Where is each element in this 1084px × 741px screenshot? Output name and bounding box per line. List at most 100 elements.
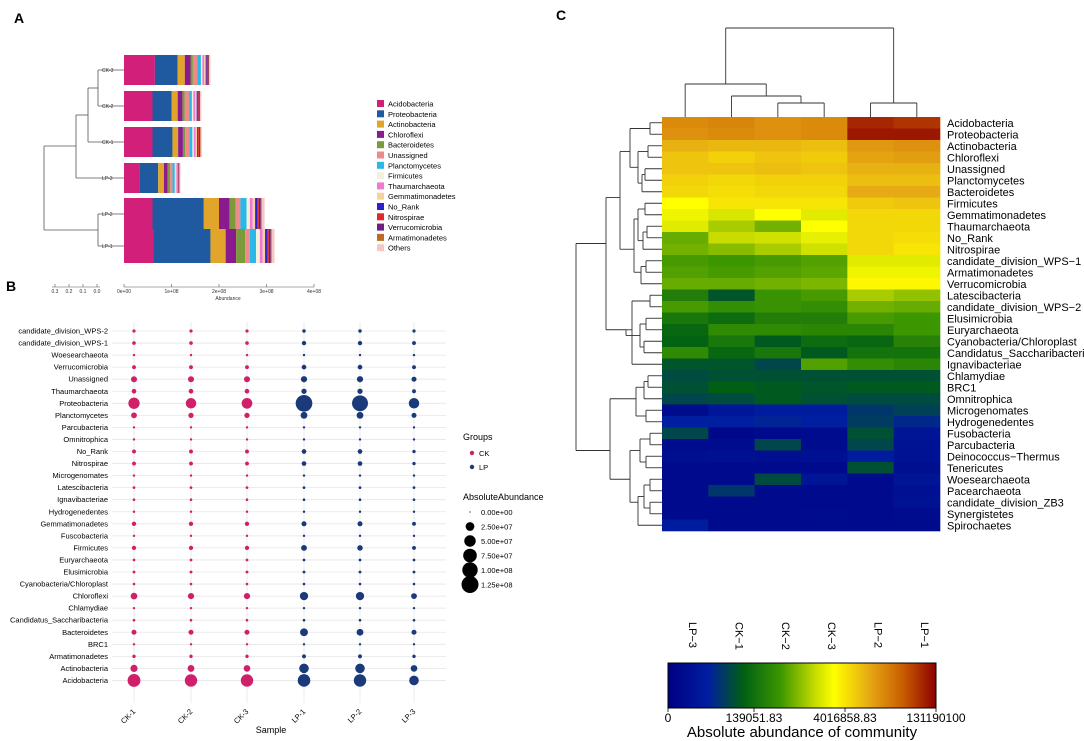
point-lp-2-armatimonadetes	[358, 654, 362, 659]
row-label-candidate-division-zb3: candidate_division_ZB3	[947, 497, 1064, 509]
point-ck-3-fuscobacteria	[245, 534, 249, 538]
bar-segment-CK-2-armatimonadetes	[199, 91, 201, 121]
heatmap-cell-lp-1-hydrogenedentes	[893, 416, 941, 428]
bar-segment-CK-1-firmicutes	[192, 127, 194, 157]
point-ck-2-no-rank	[189, 449, 193, 454]
heatmap-cell-ck-1-latescibacteria	[708, 289, 755, 302]
heatmap-cell-lp-3-ignavibacteriae	[662, 358, 709, 371]
point-ck-2-brc1	[189, 643, 193, 646]
groups-legend-title: Groups	[463, 432, 493, 442]
point-lp-2-proteobacteria	[352, 395, 368, 412]
bar-segment-LP-2-firmicutes	[246, 198, 250, 230]
heatmap-cell-ck-3-no-rank	[801, 232, 848, 244]
point-ck-1-woesearchaeota	[132, 353, 136, 357]
bar-segment-CK-1-bacteroidetes	[182, 127, 186, 157]
heatmap-cell-lp-1-woesearchaeota	[893, 473, 941, 486]
legend-label-planctomycetes: Planctomycetes	[388, 161, 441, 170]
point-lp-2-chlamydiae	[358, 606, 362, 610]
point-lp-3-candidate-division-wps-2	[412, 329, 416, 333]
point-lp-2-candidate-division-wps-2	[358, 329, 362, 333]
legend-swatch-bacteroidetes	[377, 141, 384, 149]
point-ck-3-actinobacteria	[243, 665, 251, 672]
size-legend-label: 2.50e+07	[481, 523, 513, 532]
sample-label-ck-2: CK-2	[102, 104, 114, 110]
point-lp-1-chloroflexi	[299, 591, 309, 601]
point-ck-1-chloroflexi	[130, 592, 138, 600]
bar-segment-CK-3-unassigned	[192, 55, 198, 85]
heatmap-cell-lp-1-gemmatimonadetes	[893, 209, 941, 221]
point-ck-1-hydrogenedentes	[132, 510, 136, 513]
heatmap-cell-lp-2-verrucomicrobia	[847, 278, 894, 290]
bar-segment-CK-1-gemmatimonadetes	[195, 127, 198, 157]
y-label-elusimicrobia: Elusimicrobia	[63, 568, 108, 577]
heatmap-cell-lp-3-unassigned	[662, 163, 709, 175]
legend-swatch-verrucomicrobia	[377, 223, 384, 231]
point-ck-1-candidate-division-wps-1	[132, 341, 136, 345]
heatmap-cell-ck-2-armatimonadetes	[754, 266, 802, 279]
heatmap-cell-lp-2-planctomycetes	[847, 174, 894, 187]
y-label-thaumarchaeota: Thaumarchaeota	[51, 387, 109, 396]
point-lp-3-bacteroidetes	[411, 629, 417, 635]
panel-b-x-labels: CK-1 CK-2 CK-3 LP-1 LP-2 LP-3	[119, 707, 417, 725]
point-ck-1-gemmatimonadetes	[131, 521, 137, 526]
heatmap-cell-lp-2-chloroflexi	[847, 151, 894, 164]
heatmap-cell-lp-3-candidate-division-zb3	[662, 496, 709, 509]
size-legend-label: 1.25e+08	[481, 581, 513, 590]
bar-segment-CK-1-no-rank	[197, 127, 199, 157]
heatmap-cell-ck-1-omnitrophica	[708, 393, 755, 405]
point-lp-2-fuscobacteria	[358, 534, 362, 538]
bar-segment-CK-3-firmicutes	[200, 55, 203, 85]
point-ck-3-chlamydiae	[245, 606, 249, 610]
point-lp-3-woesearchaeota	[412, 353, 416, 357]
heatmap-cell-lp-2-no-rank	[847, 232, 894, 244]
point-ck-3-elusimicrobia	[245, 570, 249, 574]
heatmap-cell-ck-3-fusobacteria	[801, 427, 848, 440]
heatmap-cell-ck-1-bacteroidetes	[708, 186, 755, 198]
legend-label-acidobacteria: Acidobacteria	[388, 100, 434, 109]
point-lp-3-ignavibacteriae	[412, 498, 416, 502]
row-label-deinococcus-thermus: Deinococcus−Thermus	[947, 451, 1060, 463]
point-ck-3-no-rank	[245, 449, 249, 454]
point-ck-3-proteobacteria	[241, 397, 253, 409]
legend-swatch-no-rank	[377, 203, 384, 210]
heatmap-cell-lp-1-thaumarchaeota	[893, 220, 941, 233]
point-lp-3-no-rank	[412, 449, 416, 454]
x-label-lp-2: LP-2	[346, 707, 364, 725]
point-ck-3-microgenomates	[245, 474, 249, 477]
bar-segment-CK-1-chloroflexi	[178, 127, 183, 157]
panel-a-x-axis: 0.3 0.2 0.1 0.0 0e+00 1e+08 2e+08 3e+08 4e+08	[52, 284, 321, 295]
bar-segment-LP-3-others	[179, 163, 181, 193]
heatmap-cell-lp-1-armatimonadetes	[893, 266, 941, 279]
heatmap-cell-ck-2-planctomycetes	[754, 174, 802, 187]
point-ck-3-planctomycetes	[244, 412, 250, 418]
point-lp-2-cyanobacteria-chloroplast	[358, 582, 362, 586]
bar-segment-CK-3-verrucomicrobia	[207, 55, 209, 85]
heatmap-cell-ck-2-brc1	[754, 381, 802, 394]
heatmap-cell-lp-2-candidatus-saccharibacteria	[847, 347, 894, 359]
heatmap-cell-ck-2-actinobacteria	[754, 140, 802, 152]
bar-segment-CK-2-others	[200, 91, 202, 121]
point-ck-3-brc1	[245, 643, 249, 646]
point-lp-3-acidobacteria	[409, 675, 419, 686]
point-ck-2-nitrospirae	[189, 461, 193, 466]
heatmap-cell-ck-2-chloroflexi	[754, 151, 802, 164]
heatmap-cell-lp-3-candidatus-saccharibacteria	[662, 347, 709, 359]
heatmap-cell-ck-2-synergistetes	[754, 508, 802, 520]
heatmap-cell-lp-1-pacearchaeota	[893, 485, 941, 497]
x-label-lp-1: LP-1	[290, 707, 308, 725]
panel-b-grid	[112, 322, 446, 703]
panel-a-x-axis-title: Abundance	[215, 296, 241, 302]
sample-label-lp-1: LP-1	[102, 244, 113, 250]
heatmap-cell-lp-3-thaumarchaeota	[662, 220, 709, 233]
heatmap-cell-lp-1-proteobacteria	[893, 128, 941, 141]
heatmap-cell-ck-3-chlamydiae	[801, 370, 848, 382]
size-legend-dot	[463, 548, 477, 563]
point-lp-2-elusimicrobia	[358, 570, 362, 574]
heatmap-cell-ck-2-hydrogenedentes	[754, 416, 802, 428]
heatmap-cell-ck-1-candidate-division-zb3	[708, 496, 755, 509]
bar-segment-LP-3-verrucomicrobia	[178, 163, 180, 193]
bar-segment-CK-2-proteobacteria	[152, 91, 172, 121]
heatmap-cell-lp-3-no-rank	[662, 232, 709, 244]
bar-segment-CK-1-unassigned	[185, 127, 190, 157]
panel-label-a: A	[14, 10, 24, 26]
